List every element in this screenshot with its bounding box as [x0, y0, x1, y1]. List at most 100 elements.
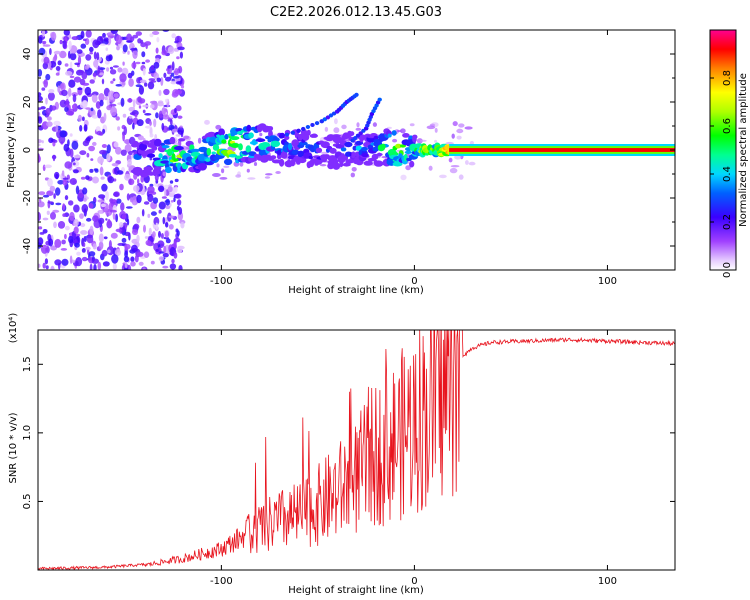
spectrogram-cell — [148, 227, 152, 237]
spectrogram-cell — [110, 232, 118, 239]
spectrogram-cell — [103, 236, 108, 240]
spectrogram-cell — [141, 51, 146, 58]
spectrogram-cell — [177, 126, 184, 135]
spectrogram-cell — [405, 165, 411, 171]
spectrogram-cell — [167, 186, 173, 193]
spectrogram-cell — [55, 124, 59, 133]
spectrogram-cell — [349, 131, 355, 136]
spectrogram-cell — [144, 236, 149, 239]
spectrogram-cell — [392, 161, 403, 167]
spectrogram-cell — [102, 128, 106, 134]
spectrogram-cell — [167, 65, 172, 69]
spectrogram-cell — [221, 139, 227, 144]
spectrogram-cell — [93, 51, 97, 60]
spectrogram-cell — [85, 175, 90, 181]
spectrogram-cell — [89, 79, 95, 84]
spectrogram-cell — [387, 133, 392, 138]
spectrogram-cell — [105, 55, 112, 62]
spectrogram-cell — [149, 133, 154, 138]
spectrogram-cell — [116, 198, 122, 204]
spectrogram-cell — [80, 30, 85, 39]
spectrogram-cell — [138, 85, 144, 95]
spectrogram-cell — [248, 151, 257, 157]
spectrogram-cell — [171, 33, 176, 39]
spectrogram-cell — [391, 130, 397, 136]
spectrogram-cell — [85, 107, 91, 110]
spectrogram-cell — [90, 158, 94, 161]
spectrogram-cell — [108, 90, 115, 100]
spectrogram-cell — [380, 143, 386, 150]
spectrogram-cell — [131, 244, 138, 252]
spectrogram-cell — [71, 140, 79, 150]
spectrogram-cell — [297, 150, 305, 158]
spectrogram-cell — [121, 82, 126, 86]
spectrogram-cell — [107, 176, 115, 184]
spectrogram-cell — [161, 122, 165, 131]
spectrogram-cell — [122, 44, 128, 53]
spectrogram-cell — [38, 263, 41, 268]
spectrogram-cell — [372, 122, 377, 127]
spectrogram-cell — [174, 186, 178, 193]
spectrogram-cell — [333, 159, 339, 165]
spectrogram-cell — [85, 137, 91, 142]
spectrogram-cell — [259, 132, 263, 137]
spectrogram-cell — [320, 151, 329, 154]
spectrogram-cell — [89, 225, 94, 235]
spectrogram-cell — [359, 136, 364, 143]
spectrogram-cell — [80, 223, 86, 228]
spectrogram-cell — [104, 96, 108, 101]
spectrogram-cell — [174, 178, 179, 183]
spectrogram-cell — [73, 204, 80, 213]
spectrogram-cell — [127, 72, 133, 79]
spectrogram-cell — [96, 52, 100, 61]
spectrogram-cell — [142, 104, 149, 108]
spectrogram-cell — [133, 223, 140, 230]
spectrogram-cell — [106, 144, 111, 154]
spectrogram-cell — [53, 193, 56, 199]
spectrogram-cell — [141, 61, 146, 65]
spectrogram-cell — [122, 113, 127, 118]
spectrogram-cell — [158, 209, 162, 214]
spectrogram-cell — [131, 228, 139, 236]
spectrogram-cell — [434, 127, 438, 133]
spectrogram-cell — [53, 50, 61, 55]
spectrogram-cell — [166, 68, 170, 72]
spectrogram-cell — [291, 149, 299, 155]
spectrogram-cell — [373, 135, 379, 140]
spectrogram-cell — [99, 149, 107, 155]
spectrogram-cell — [113, 178, 117, 182]
spectrogram-cell — [91, 94, 98, 103]
spectrogram-cell — [402, 133, 410, 138]
spectrogram-cell — [340, 147, 347, 152]
spectrogram-cell — [174, 68, 180, 76]
spectrogram-cell — [180, 84, 185, 89]
spectrogram-cell — [134, 254, 139, 263]
spectrogram-cell — [107, 218, 111, 226]
spectrogram-cell — [450, 165, 460, 168]
spectrogram-cell — [89, 46, 94, 53]
spectrogram-cell — [465, 160, 469, 165]
spectrogram-cell — [77, 87, 83, 91]
spectrogram-cell — [38, 69, 43, 77]
spectrogram-cell — [126, 218, 130, 226]
spectrogram-cell — [175, 134, 181, 137]
spectrogram-cell — [144, 113, 152, 116]
spectrogram-cell — [43, 56, 50, 64]
spectrogram-cell — [68, 40, 72, 50]
spectrogram-cell — [150, 80, 157, 83]
spectrogram-cell — [218, 128, 226, 136]
spectrogram-cell — [124, 250, 128, 258]
spectrogram-cell — [142, 68, 146, 76]
spectrogram-cell — [124, 143, 132, 153]
spectrogram-cell — [63, 143, 70, 152]
spectrogram-cell — [161, 50, 168, 56]
colorbar-tick-label: 0.8 — [722, 70, 733, 86]
spectrogram-cell — [93, 59, 99, 68]
spectrogram-cell — [163, 88, 170, 96]
spectrogram-cell — [41, 87, 46, 91]
spectrogram-cell — [95, 101, 101, 109]
spectrogram-cell — [53, 221, 57, 229]
spectrogram-cell — [64, 195, 69, 201]
spectrogram-cell — [158, 89, 162, 96]
spectrogram-cell — [139, 143, 148, 151]
